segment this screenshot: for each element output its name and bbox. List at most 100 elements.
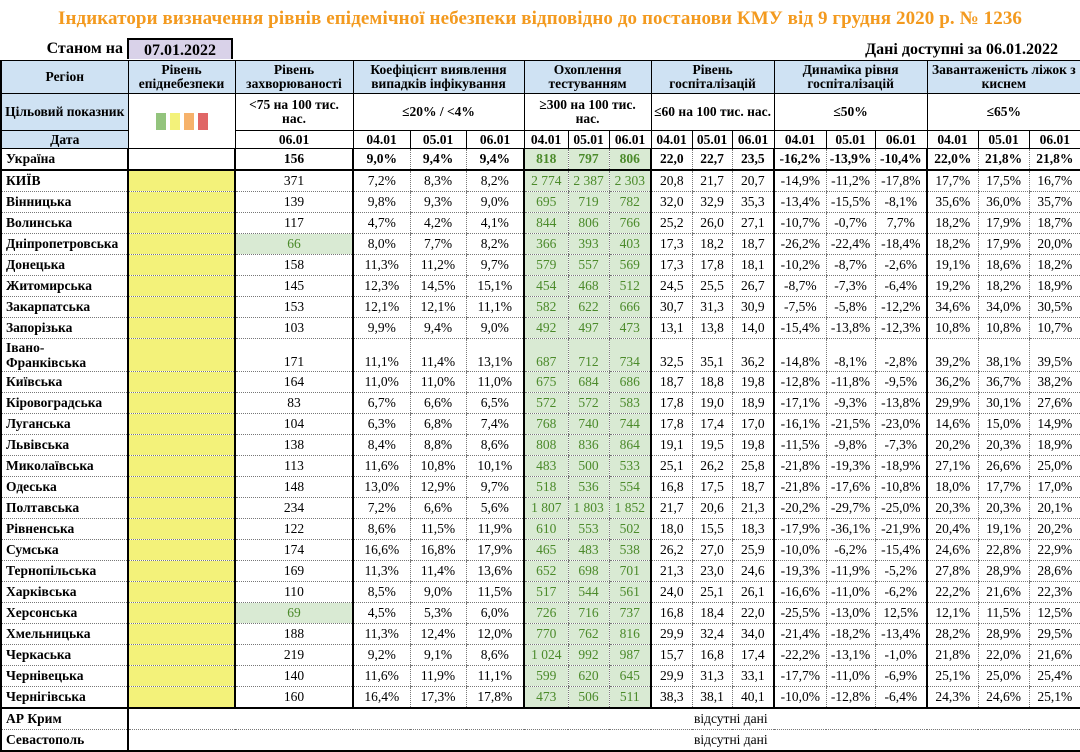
region-name: Запорізька: [0, 317, 129, 339]
oxygen-beds-value: 17,5%: [977, 170, 1030, 192]
coef-value: 9,4%: [465, 148, 525, 171]
oxygen-beds-value: 17,0%: [1028, 476, 1080, 498]
testing-value: 797: [567, 148, 610, 171]
coef-value: 11,3%: [352, 623, 410, 645]
table-row: Волинська 117 4,7% 4,2% 4,1% 844 806 766 25,2 26,…: [0, 212, 1080, 234]
table-row: Луганська 104 6,3% 6,8% 7,4% 768 740 744 17,8 17,…: [0, 413, 1080, 435]
hosp-value: 20,8: [650, 170, 693, 192]
coef-value: 8,2%: [465, 233, 525, 255]
hosp-dynamics-value: -21,9%: [874, 518, 928, 540]
hosp-dynamics-value: -21,5%: [825, 413, 876, 435]
hosp-value: 18,2: [691, 233, 733, 255]
table-row: Херсонська 69 4,5% 5,3% 6,0% 726 716 737 16,8 18,…: [0, 602, 1080, 624]
oxygen-beds-value: 39,2%: [926, 338, 979, 372]
hosp-dynamics-value: -13,8%: [874, 392, 928, 414]
coef-value: 17,8%: [465, 686, 525, 709]
testing-value: 864: [608, 434, 652, 456]
indicators-table: Регіон Рівень епіднебезпеки Рівень захво…: [0, 60, 1080, 752]
hosp-dynamics-value: -5,2%: [874, 560, 928, 582]
hosp-value: 31,3: [691, 296, 733, 318]
hosp-dynamics-value: -6,9%: [874, 665, 928, 687]
hosp-value: 21,7: [650, 497, 693, 519]
oxygen-beds-value: 22,3%: [1028, 581, 1080, 603]
epidemic-level-cell: [127, 170, 236, 192]
oxygen-beds-value: 27,1%: [926, 455, 979, 477]
hosp-dynamics-value: -11,8%: [825, 371, 876, 393]
oxygen-beds-value: 18,0%: [926, 476, 979, 498]
hosp-dynamics-value: 12,5%: [874, 602, 928, 624]
hosp-dynamics-value: -13,9%: [825, 148, 876, 171]
oxygen-beds-value: 10,7%: [1028, 317, 1080, 339]
coef-value: 10,8%: [409, 455, 466, 477]
testing-value: 686: [608, 371, 652, 393]
epidemic-level-cell: [127, 338, 236, 372]
coef-value: 6,8%: [409, 413, 466, 435]
hosp-dynamics-value: -10,7%: [773, 212, 827, 234]
coef-value: 9,0%: [409, 581, 466, 603]
epidemic-level-cell: [127, 665, 236, 687]
region-name: Луганська: [0, 413, 129, 435]
coef-value: 8,6%: [465, 434, 525, 456]
testing-value: 770: [523, 623, 569, 645]
testing-value: 666: [608, 296, 652, 318]
testing-value: 719: [567, 191, 610, 213]
oxygen-beds-value: 28,9%: [977, 560, 1030, 582]
table-row: КИЇВ 371 7,2% 8,3% 8,2% 2 774 2 387 2 303 20,8 21…: [0, 170, 1080, 192]
incidence-value: 66: [234, 233, 353, 255]
incidence-value: 174: [234, 539, 353, 561]
hosp-value: 22,0: [731, 602, 775, 624]
hosp-value: 35,1: [691, 338, 733, 372]
oxygen-beds-value: 25,0%: [977, 665, 1030, 687]
incidence-value: 83: [234, 392, 353, 414]
oxygen-beds-value: 19,2%: [926, 275, 979, 297]
table-row: Харківська 110 8,5% 9,0% 11,5% 517 544 561 24,0 2…: [0, 581, 1080, 603]
hosp-dynamics-value: -22,2%: [773, 644, 827, 666]
oxygen-beds-value: 28,6%: [1028, 560, 1080, 582]
hosp-value: 29,9: [650, 665, 693, 687]
oxygen-beds-value: 14,9%: [1028, 413, 1080, 435]
date-hosp-05.01: 05.01: [691, 130, 733, 149]
testing-value: 583: [608, 392, 652, 414]
testing-value: 366: [523, 233, 569, 255]
testing-value: 992: [567, 644, 610, 666]
hosp-dynamics-value: -13,4%: [773, 191, 827, 213]
hosp-value: 19,0: [691, 392, 733, 414]
region-name: Тернопільська: [0, 560, 129, 582]
oxygen-beds-value: 30,1%: [977, 392, 1030, 414]
hosp-dynamics-value: -13,0%: [825, 602, 876, 624]
table-row: Рівненська 122 8,6% 11,5% 11,9% 610 553 502 18,0…: [0, 518, 1080, 540]
region-name: Херсонська: [0, 602, 129, 624]
hosp-dynamics-value: -7,3%: [825, 275, 876, 297]
hosp-value: 32,0: [650, 191, 693, 213]
region-name: Севастополь: [0, 729, 129, 752]
table-row: Запорізька 103 9,9% 9,4% 9,0% 492 497 473 13,1 13…: [0, 317, 1080, 339]
epidemic-level-cell: [127, 371, 236, 393]
coef-value: 16,4%: [352, 686, 410, 709]
region-name: Івано- Франківська: [0, 338, 129, 372]
incidence-value: 138: [234, 434, 353, 456]
oxygen-beds-value: 12,5%: [1028, 602, 1080, 624]
epidemic-level-cell: [127, 476, 236, 498]
page-title: Індикатори визначення рівнів епідемічної…: [57, 8, 1023, 29]
testing-value: 987: [608, 644, 652, 666]
coef-value: 8,5%: [352, 581, 410, 603]
incidence-value: 122: [234, 518, 353, 540]
hosp-dynamics-value: -11,9%: [825, 560, 876, 582]
hosp-value: 17,3: [650, 254, 693, 276]
hosp-value: 25,2: [650, 212, 693, 234]
table-row: Сумська 174 16,6% 16,8% 17,9% 465 483 538 26,2 27…: [0, 539, 1080, 561]
hosp-value: 24,5: [650, 275, 693, 297]
hosp-dynamics-value: -16,1%: [773, 413, 827, 435]
table-row: Закарпатська 153 12,1% 12,1% 11,1% 582 622 666 3…: [0, 296, 1080, 318]
yellow-level-swatch: [169, 112, 180, 130]
coef-value: 8,6%: [352, 518, 410, 540]
oxygen-beds-value: 34,0%: [977, 296, 1030, 318]
oxygen-beds-value: 24,6%: [977, 686, 1030, 709]
coef-value: 4,1%: [465, 212, 525, 234]
testing-value: 684: [567, 371, 610, 393]
hosp-value: 38,1: [691, 686, 733, 709]
oxygen-beds-value: 35,7%: [1028, 191, 1080, 213]
oxygen-beds-value: 34,6%: [926, 296, 979, 318]
epidemic-level-cell: [127, 455, 236, 477]
hosp-dynamics-value: -12,2%: [874, 296, 928, 318]
